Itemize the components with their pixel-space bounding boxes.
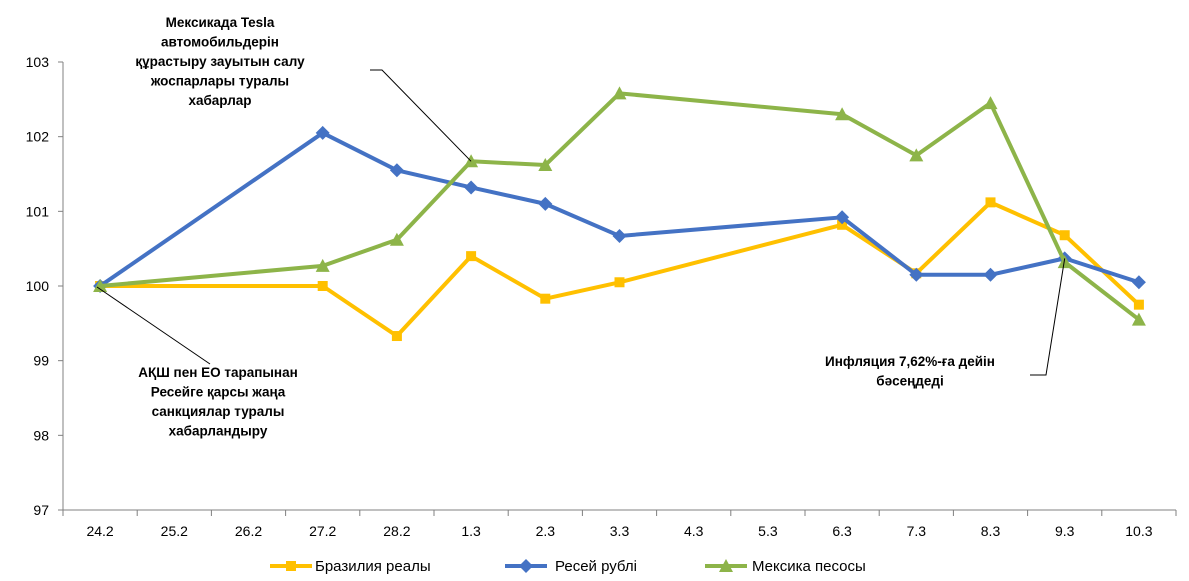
annotation-text-line: құрастыру зауытын салу [135,54,305,69]
data-point [1133,299,1144,310]
x-tick-label: 6.3 [832,523,852,539]
legend-label: Ресей рублі [555,558,637,575]
data-point [835,107,850,121]
series-line [100,200,1141,339]
data-point [835,210,850,225]
annotation-text-line: АҚШ пен ЕО тарапынан [138,365,298,380]
x-tick-labels: 24.2 25.2 26.2 27.2 28.2 1.3 2.3 3.3 4.3 5.3 6.3 7.… [86,523,1152,539]
data-point [389,163,404,178]
series-2 [93,125,1146,293]
axes [58,61,1177,516]
x-tick-label: 7.3 [907,523,927,539]
data-point [1059,230,1070,241]
y-tick-label: 98 [33,427,49,443]
data-point [1131,275,1146,290]
annotation-leader-line [96,286,211,365]
data-point [983,267,998,282]
data-point [837,219,848,230]
data-point [909,267,924,282]
annotation-text-line: бәсеңдеді [876,374,943,389]
annotation-3: Инфляция 7,62%-ға дейін бәсеңдеді [825,258,1066,389]
data-point [538,196,553,211]
data-point [540,293,551,304]
series-layer [93,86,1146,342]
data-point [389,232,404,246]
data-point [909,148,924,162]
y-tick-label: 103 [26,54,50,70]
x-tick-label: 10.3 [1125,523,1152,539]
data-point [538,158,553,172]
annotation-leader-line [1030,258,1066,376]
x-tick-label: 24.2 [86,523,113,539]
y-tick-label: 102 [26,129,50,145]
x-tick-label: 28.2 [383,523,410,539]
x-tick-label: 8.3 [981,523,1001,539]
x-tick-label: 5.3 [758,523,778,539]
data-point [1131,312,1146,326]
legend-label: Мексика песосы [752,558,866,575]
x-tick-label: 3.3 [610,523,630,539]
x-tick-label: 1.3 [461,523,481,539]
legend-swatch-marker [286,561,296,571]
series-1 [95,197,1144,342]
x-tick-label: 2.3 [536,523,556,539]
data-point [612,86,627,100]
annotation-text-line: жоспарлары туралы [150,74,289,89]
legend: Бразилия реалы Ресей рублі Мексика песосы [270,558,866,575]
legend-swatch-marker [719,559,733,572]
annotation-2: АҚШ пен ЕО тарапынан Ресейге қарсы жаңа са… [96,286,298,439]
legend-item-3: Мексика песосы [705,558,866,575]
data-point [983,96,998,110]
x-tick-label: 26.2 [235,523,262,539]
legend-item-1: Бразилия реалы [270,558,431,575]
legend-item-2: Ресей рублі [505,558,637,575]
legend-swatch-marker [519,559,533,573]
x-tick-label: 9.3 [1055,523,1075,539]
annotations: Мексикада Tesla автомобильдерін құрастыру … [96,15,1066,439]
data-point [315,258,330,272]
y-tick-labels: 97 98 99 100 101 102 103 [26,54,50,518]
annotation-1: Мексикада Tesla автомобильдерін құрастыру … [135,15,472,162]
x-tick-label: 25.2 [161,523,188,539]
annotation-text-line: хабарландыру [169,424,268,439]
y-tick-label: 99 [33,353,49,369]
annotation-text-line: автомобильдерін [161,35,279,50]
annotation-text-line: хабарлар [188,93,251,108]
legend-label: Бразилия реалы [315,558,431,575]
x-tick-label: 27.2 [309,523,336,539]
annotation-text-line: Инфляция 7,62%-ға дейін [825,354,995,369]
data-point [1057,255,1072,269]
series-3 [93,86,1146,326]
y-tick-label: 100 [26,278,50,294]
data-point [985,197,996,208]
data-point [612,228,627,243]
data-point [614,277,625,288]
annotation-text-line: Ресейге қарсы жаңа [151,385,286,400]
data-point [464,180,479,195]
annotation-text-line: санкциялар туралы [152,404,285,419]
x-tick-label: 4.3 [684,523,704,539]
data-point [466,251,477,262]
annotation-text-line: Мексикада Tesla [166,15,275,30]
data-point [317,281,328,291]
y-tick-label: 97 [33,502,49,518]
data-point [315,125,330,140]
data-point [93,279,108,292]
data-point [391,331,402,342]
annotation-leader-line [370,69,472,162]
y-tick-label: 101 [26,203,50,219]
